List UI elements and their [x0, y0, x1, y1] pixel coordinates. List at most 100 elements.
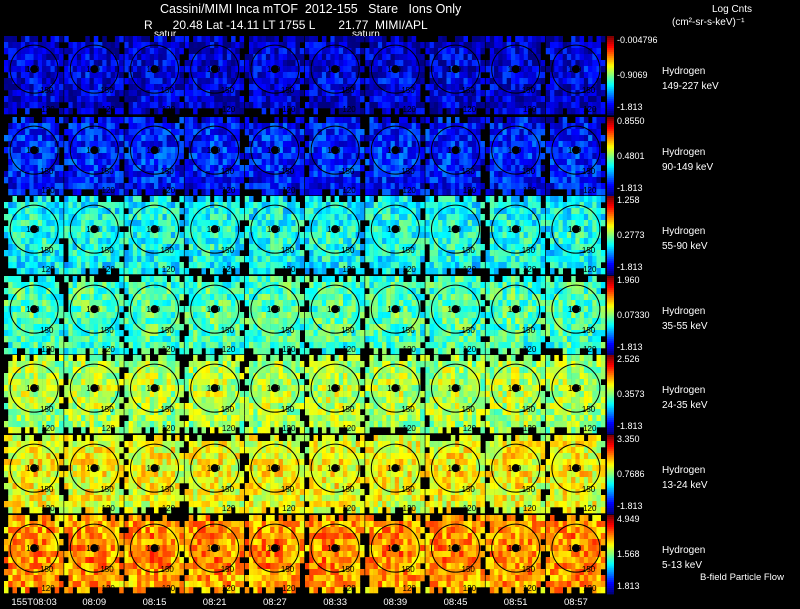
heatmap-cell	[110, 238, 116, 245]
heatmap-cell	[429, 256, 435, 263]
heatmap-cell	[515, 159, 520, 166]
heatmap-cell	[399, 48, 404, 55]
heatmap-cell	[149, 117, 155, 124]
heatmap-cell	[309, 42, 314, 49]
heatmap-cell	[68, 78, 73, 85]
heatmap-cell	[523, 244, 529, 251]
heatmap-cell	[299, 147, 305, 154]
heatmap-cell	[175, 256, 180, 263]
heatmap-cell	[355, 238, 361, 245]
ring-label-120: 120	[162, 186, 176, 195]
heatmap-cell	[411, 189, 417, 196]
heatmap-cell	[334, 208, 340, 215]
heatmap-cell	[106, 165, 111, 172]
heatmap-cell	[334, 60, 340, 67]
heatmap-cell	[355, 226, 361, 233]
heatmap-cell	[114, 165, 120, 172]
heatmap-cell	[184, 78, 190, 85]
heatmap-cell	[102, 48, 107, 55]
heatmap-cell	[193, 214, 198, 221]
heatmap-cell	[239, 208, 245, 215]
pitch-angle-ring	[310, 125, 360, 175]
heatmap-cell	[411, 54, 417, 61]
heatmap-cell	[343, 72, 348, 79]
heatmap-cell	[411, 244, 417, 251]
heatmap-cell	[54, 36, 60, 43]
heatmap-cell	[137, 226, 142, 233]
heatmap-cell	[214, 84, 219, 91]
heatmap-cell	[415, 54, 421, 61]
heatmap-cell	[463, 42, 468, 49]
heatmap-cell	[455, 214, 460, 221]
heatmap-cell	[295, 90, 300, 97]
heatmap-cell	[184, 159, 190, 166]
heatmap-cell	[188, 90, 194, 97]
heatmap-cell	[124, 250, 129, 257]
heatmap-cell	[386, 268, 391, 275]
heatmap-cell	[137, 108, 142, 115]
heatmap-cell	[295, 244, 300, 251]
heatmap-cell	[170, 159, 176, 166]
heatmap-cell	[137, 196, 142, 203]
heatmap-cell	[141, 165, 146, 172]
heatmap-cell	[309, 214, 314, 221]
heatmap-cell	[158, 72, 163, 79]
heatmap-cell	[321, 177, 327, 184]
heatmap-cell	[583, 78, 589, 85]
heatmap-cell	[197, 78, 202, 85]
heatmap-cell	[321, 153, 327, 160]
heatmap-cell	[455, 117, 460, 124]
heatmap-cell	[596, 36, 601, 43]
heatmap-cell	[295, 238, 300, 245]
heatmap-cell	[411, 108, 417, 115]
heatmap-cell	[179, 220, 184, 227]
heatmap-cell	[166, 102, 172, 109]
heatmap-cell	[222, 78, 228, 85]
heatmap-cell	[476, 78, 481, 85]
heatmap-cell	[506, 159, 512, 166]
heatmap-cell	[85, 141, 90, 148]
heatmap-cell	[72, 78, 78, 85]
heatmap-cell	[201, 129, 206, 136]
field-direction-marker	[391, 65, 400, 74]
heatmap-cell	[305, 214, 310, 221]
heatmap-cell	[459, 123, 464, 130]
heatmap-cell	[231, 177, 236, 184]
heatmap-cell	[502, 250, 507, 257]
heatmap-cell	[158, 141, 163, 148]
heatmap-cell	[197, 141, 202, 148]
heatmap-cell	[175, 268, 180, 275]
heatmap-cell	[179, 102, 184, 109]
heatmap-cell	[291, 78, 296, 85]
heatmap-cell	[4, 42, 9, 49]
heatmap-cell	[29, 256, 34, 263]
heatmap-cell	[93, 84, 99, 91]
heatmap-cell	[253, 232, 258, 239]
heatmap-cell	[429, 129, 435, 136]
heatmap-cell	[145, 256, 150, 263]
heatmap-cell	[334, 183, 340, 190]
heatmap-cell	[390, 54, 396, 61]
heatmap-cell	[471, 84, 477, 91]
heatmap-cell	[317, 66, 323, 73]
heatmap-cell	[351, 165, 356, 172]
heatmap-cell	[295, 84, 300, 91]
heatmap-cell	[583, 165, 589, 172]
heatmap-cell	[218, 60, 223, 67]
heatmap-cell	[33, 135, 39, 142]
heatmap-cell	[326, 177, 331, 184]
heatmap-cell	[467, 165, 473, 172]
heatmap-cell	[132, 256, 138, 263]
heatmap-cell	[351, 238, 356, 245]
heatmap-cell	[20, 183, 26, 190]
heatmap-cell	[506, 165, 512, 172]
heatmap-cell	[98, 208, 103, 215]
heatmap-cell	[119, 171, 124, 178]
heatmap-cell	[132, 183, 138, 190]
heatmap-cell	[438, 147, 443, 154]
heatmap-cell	[433, 153, 439, 160]
heatmap-cell	[515, 196, 520, 203]
heatmap-cell	[265, 250, 271, 257]
heatmap-cell	[403, 129, 408, 136]
